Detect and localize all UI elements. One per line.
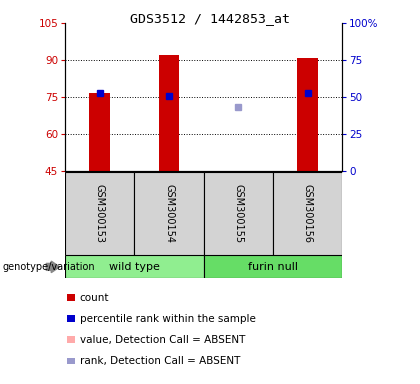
Bar (159, 55, 179, 171)
Text: GSM300153: GSM300153 (95, 184, 105, 243)
Bar (204, 172, 273, 255)
Text: genotype/variation: genotype/variation (2, 262, 95, 272)
Bar (65, 172, 134, 255)
Text: rank, Detection Call = ABSENT: rank, Detection Call = ABSENT (80, 356, 240, 366)
Text: value, Detection Call = ABSENT: value, Detection Call = ABSENT (80, 335, 245, 345)
Text: GDS3512 / 1442853_at: GDS3512 / 1442853_at (130, 12, 290, 25)
Bar (273, 172, 342, 255)
Bar (89, 93, 110, 171)
Bar (204, 255, 342, 278)
Text: wild type: wild type (109, 262, 160, 272)
Text: GSM300156: GSM300156 (303, 184, 312, 243)
Bar (297, 58, 318, 171)
Text: percentile rank within the sample: percentile rank within the sample (80, 314, 256, 324)
Text: furin null: furin null (248, 262, 298, 272)
Text: GSM300154: GSM300154 (164, 184, 174, 243)
Text: GSM300155: GSM300155 (234, 184, 243, 243)
Bar (134, 172, 204, 255)
Text: count: count (80, 293, 109, 303)
Bar (65, 255, 204, 278)
